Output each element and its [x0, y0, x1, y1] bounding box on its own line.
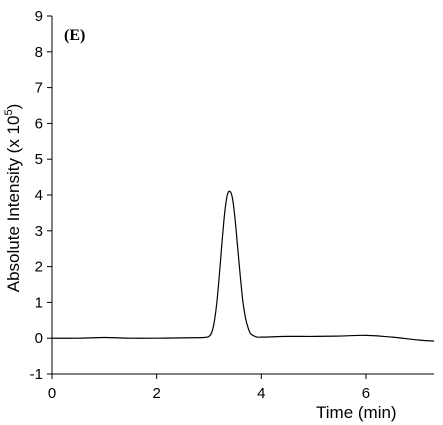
y-tick-label: 6 [35, 115, 43, 132]
intensity-series-line [51, 190, 435, 342]
y-tick-label: 2 [35, 259, 43, 276]
y-tick-label: 5 [35, 151, 43, 168]
y-tick-label: 9 [35, 8, 43, 25]
x-tick-label: 4 [257, 385, 265, 402]
y-axis: -1 0 1 2 3 4 5 6 7 8 9 [30, 8, 53, 383]
x-tick-label: 0 [48, 385, 56, 402]
y-tick-label: 8 [35, 44, 43, 61]
panel-label: (E) [64, 27, 85, 44]
x-axis: 0 2 4 6 [48, 373, 434, 402]
x-axis-title: Time (min) [316, 403, 397, 422]
y-tick-label: 4 [35, 187, 43, 204]
y-axis-title-exponent: 5 [3, 109, 15, 115]
y-axis-title-main: Absolute Intensity (x 10 [4, 116, 23, 293]
x-tick-label: 2 [152, 385, 160, 402]
y-tick-label: 0 [35, 330, 43, 347]
y-tick-label: 1 [35, 294, 43, 311]
y-tick-label: 7 [35, 80, 43, 97]
y-tick-label: -1 [30, 366, 43, 383]
y-tick-label: 3 [35, 223, 43, 240]
x-tick-label: 6 [362, 385, 370, 402]
y-axis-title-close: ) [4, 104, 23, 110]
y-axis-title: Absolute Intensity (x 105) [3, 104, 23, 293]
